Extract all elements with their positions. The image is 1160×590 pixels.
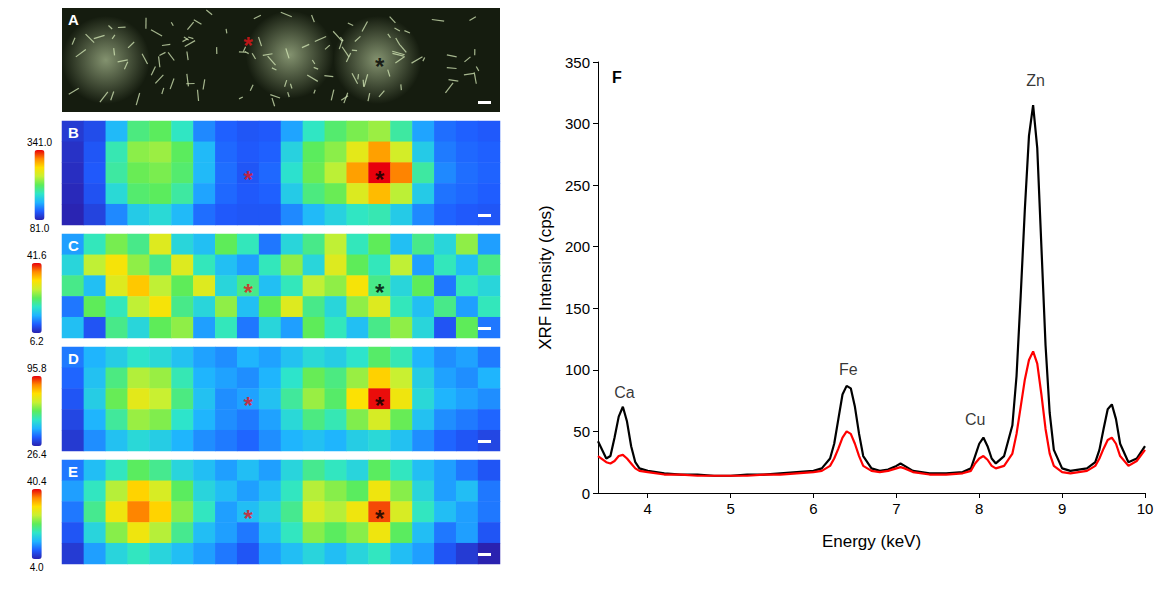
svg-text:*: * [375, 166, 385, 193]
svg-text:50: 50 [573, 423, 590, 440]
svg-text:300: 300 [565, 115, 590, 132]
svg-text:Ca: Ca [614, 384, 635, 401]
svg-text:Zn: Zn [1026, 72, 1045, 89]
svg-text:*: * [243, 505, 253, 532]
svg-text:200: 200 [565, 238, 590, 255]
svg-text:F: F [612, 69, 622, 86]
svg-text:4.0: 4.0 [30, 562, 44, 573]
svg-text:0: 0 [582, 485, 590, 502]
svg-text:*: * [375, 279, 385, 306]
svg-text:C: C [68, 237, 79, 254]
svg-text:*: * [243, 279, 253, 306]
svg-text:9: 9 [1058, 500, 1066, 517]
svg-text:6.2: 6.2 [30, 336, 44, 347]
svg-text:5: 5 [726, 500, 734, 517]
svg-text:A: A [68, 11, 79, 28]
svg-text:350: 350 [565, 54, 590, 71]
svg-text:7: 7 [892, 500, 900, 517]
svg-text:*: * [375, 505, 385, 532]
svg-text:4: 4 [644, 500, 652, 517]
svg-text:41.6: 41.6 [27, 250, 47, 261]
svg-text:XRF Intensity (cps): XRF Intensity (cps) [536, 205, 555, 350]
svg-text:150: 150 [565, 300, 590, 317]
svg-text:6: 6 [809, 500, 817, 517]
svg-text:95.8: 95.8 [27, 363, 47, 374]
svg-text:341.0: 341.0 [27, 137, 52, 148]
svg-text:81.0: 81.0 [30, 223, 50, 234]
svg-text:250: 250 [565, 177, 590, 194]
svg-text:10: 10 [1137, 500, 1154, 517]
svg-text:26.4: 26.4 [27, 449, 47, 460]
svg-text:B: B [68, 124, 79, 141]
svg-text:*: * [243, 166, 253, 193]
svg-text:Energy (keV): Energy (keV) [822, 532, 921, 551]
svg-text:*: * [243, 392, 253, 419]
svg-text:Cu: Cu [965, 411, 985, 428]
svg-text:100: 100 [565, 361, 590, 378]
svg-text:Fe: Fe [839, 361, 858, 378]
svg-text:40.4: 40.4 [27, 476, 47, 487]
svg-text:E: E [68, 463, 78, 480]
svg-text:*: * [375, 53, 385, 80]
svg-text:D: D [68, 350, 79, 367]
svg-text:*: * [243, 32, 253, 59]
svg-text:*: * [375, 392, 385, 419]
svg-text:8: 8 [975, 500, 983, 517]
